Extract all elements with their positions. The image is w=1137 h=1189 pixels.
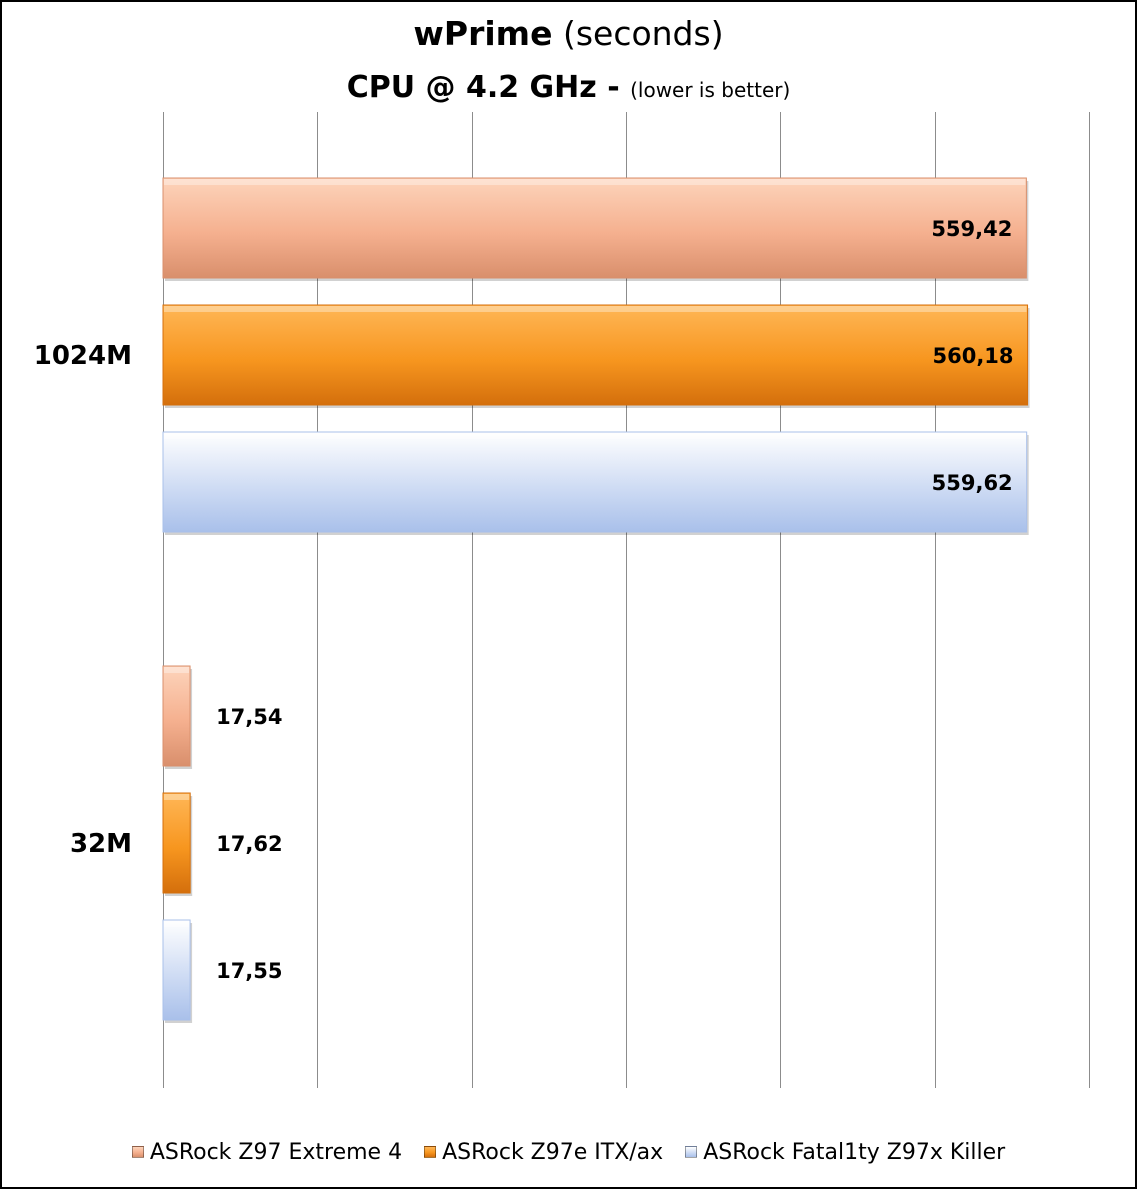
legend-label: ASRock Z97 Extreme 4 xyxy=(149,1139,403,1165)
bar-32m-series-2 xyxy=(162,792,191,894)
bar-1024m-series-2 xyxy=(162,304,1029,406)
category-label-1024m: 1024M xyxy=(34,341,132,371)
bar-highlight xyxy=(164,794,190,800)
legend-item: ASRock Fatal1ty Z97x Killer xyxy=(685,1140,1005,1165)
bar-highlight xyxy=(164,667,190,673)
chart-subtitle: CPU @ 4.2 GHz - (lower is better) xyxy=(0,70,1137,105)
legend: ASRock Z97 Extreme 4 ASRock Z97e ITX/ax AS… xyxy=(0,1137,1137,1167)
legend-item: ASRock Z97e ITX/ax xyxy=(424,1140,663,1165)
data-label: 559,42 xyxy=(931,217,1012,241)
labels: 1024M 559,42 560,18 559,62 32M 17,54 17,62 17,5… xyxy=(34,217,1014,983)
bar-highlight xyxy=(164,921,190,927)
data-label: 17,54 xyxy=(216,705,282,729)
chart-subtitle-bold: CPU @ 4.2 GHz - xyxy=(346,70,631,105)
bar-highlight xyxy=(164,179,1026,185)
legend-item: ASRock Z97 Extreme 4 xyxy=(131,1139,403,1165)
legend-label: ASRock Fatal1ty Z97x Killer xyxy=(703,1139,1006,1165)
bar-1024m-series-3 xyxy=(162,431,1028,533)
bar-highlight xyxy=(164,306,1027,312)
bar-32m-series-3 xyxy=(162,919,191,1021)
data-label: 560,18 xyxy=(932,344,1013,368)
chart-title-bold: wPrime xyxy=(413,14,553,53)
bar-1024m-series-1 xyxy=(162,177,1027,279)
legend-swatch xyxy=(685,1146,698,1158)
legend-label: ASRock Z97e ITX/ax xyxy=(442,1139,664,1165)
chart-subtitle-note: (lower is better) xyxy=(630,78,791,102)
bar-highlight xyxy=(164,433,1026,439)
data-label: 17,62 xyxy=(216,832,282,856)
legend-swatch xyxy=(131,1146,144,1158)
category-label-32m: 32M xyxy=(70,829,132,859)
data-label: 559,62 xyxy=(932,471,1013,495)
chart-title-rest: (seconds) xyxy=(552,14,724,53)
data-label: 17,55 xyxy=(216,959,282,983)
bar-32m-series-1 xyxy=(162,665,191,767)
chart-title: wPrime (seconds) xyxy=(0,14,1137,53)
bars xyxy=(162,177,1030,1023)
legend-swatch xyxy=(424,1146,437,1158)
